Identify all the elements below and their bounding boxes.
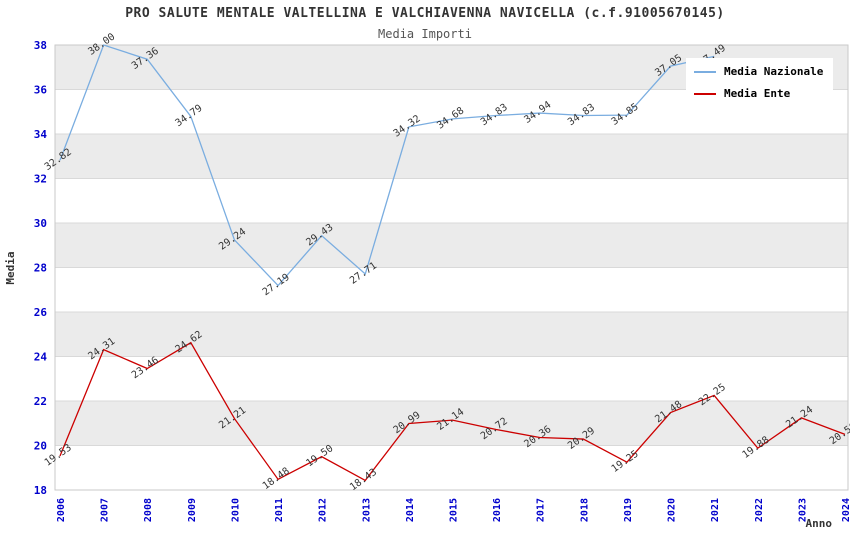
x-tick-label: 2007 — [100, 498, 111, 522]
data-label: 18.43 — [348, 467, 379, 493]
data-label: 34.94 — [522, 100, 553, 126]
data-label: 27.19 — [261, 272, 292, 298]
y-tick-label: 24 — [34, 351, 48, 364]
plot-band — [55, 134, 848, 179]
x-tick-label: 2019 — [623, 498, 634, 522]
y-tick-label: 28 — [34, 262, 47, 275]
data-label: 34.85 — [610, 102, 641, 128]
line-marker-red-icon — [694, 92, 716, 95]
y-tick-label: 20 — [34, 440, 47, 453]
x-tick-label: 2009 — [187, 498, 198, 522]
x-tick-label: 2014 — [405, 498, 416, 522]
y-tick-label: 36 — [34, 84, 48, 97]
line-marker-blue-icon — [694, 70, 716, 73]
x-tick-label: 2021 — [710, 498, 721, 522]
x-tick-label: 2011 — [274, 498, 285, 522]
y-axis-title: Media — [4, 251, 17, 284]
legend-item-media-nazionale: Media Nazionale — [694, 65, 823, 78]
x-tick-label: 2023 — [797, 498, 808, 522]
y-tick-label: 18 — [34, 484, 47, 497]
x-tick-label: 2006 — [56, 498, 67, 522]
data-label: 19.25 — [610, 449, 641, 475]
x-tick-label: 2017 — [536, 498, 547, 522]
y-tick-label: 26 — [34, 306, 48, 319]
data-label: 18.48 — [261, 466, 292, 492]
x-tick-label: 2024 — [841, 498, 850, 522]
data-label: 23.46 — [130, 355, 161, 381]
plot-border — [54, 44, 849, 491]
y-tick-label: 30 — [34, 217, 47, 230]
y-tick-label: 32 — [34, 173, 47, 186]
data-label: 34.79 — [174, 103, 205, 129]
x-tick-label: 2022 — [754, 498, 765, 522]
x-tick-label: 2018 — [579, 498, 590, 522]
legend-label-media-nazionale: Media Nazionale — [724, 65, 824, 78]
legend-item-media-ente: Media Ente — [694, 87, 823, 100]
x-tick-label: 2010 — [230, 498, 241, 522]
x-tick-label: 2013 — [361, 498, 372, 522]
x-tick-label: 2016 — [492, 498, 503, 522]
x-axis-title: Anno — [806, 517, 833, 530]
series-line-media-ente — [59, 341, 846, 482]
series-line-media-nazionale — [59, 44, 715, 287]
y-tick-label: 22 — [34, 395, 47, 408]
chart-subtitle: Media Importi — [378, 27, 472, 41]
data-label: 19.50 — [304, 443, 335, 469]
y-tick-label: 34 — [34, 128, 48, 141]
data-label: 19.53 — [43, 442, 74, 468]
x-tick-label: 2015 — [449, 498, 460, 522]
y-tick-label: 38 — [34, 39, 47, 52]
chart-title: PRO SALUTE MENTALE VALTELLINA E VALCHIAV… — [125, 6, 725, 21]
x-tick-label: 2020 — [667, 498, 678, 522]
plot-band — [55, 223, 848, 268]
x-tick-label: 2012 — [318, 498, 329, 522]
legend-label-media-ente: Media Ente — [724, 87, 791, 100]
plot-band — [55, 312, 848, 357]
plot-band — [55, 401, 848, 446]
x-tick-label: 2008 — [143, 498, 154, 522]
legend: Media Nazionale Media Ente — [686, 58, 834, 108]
